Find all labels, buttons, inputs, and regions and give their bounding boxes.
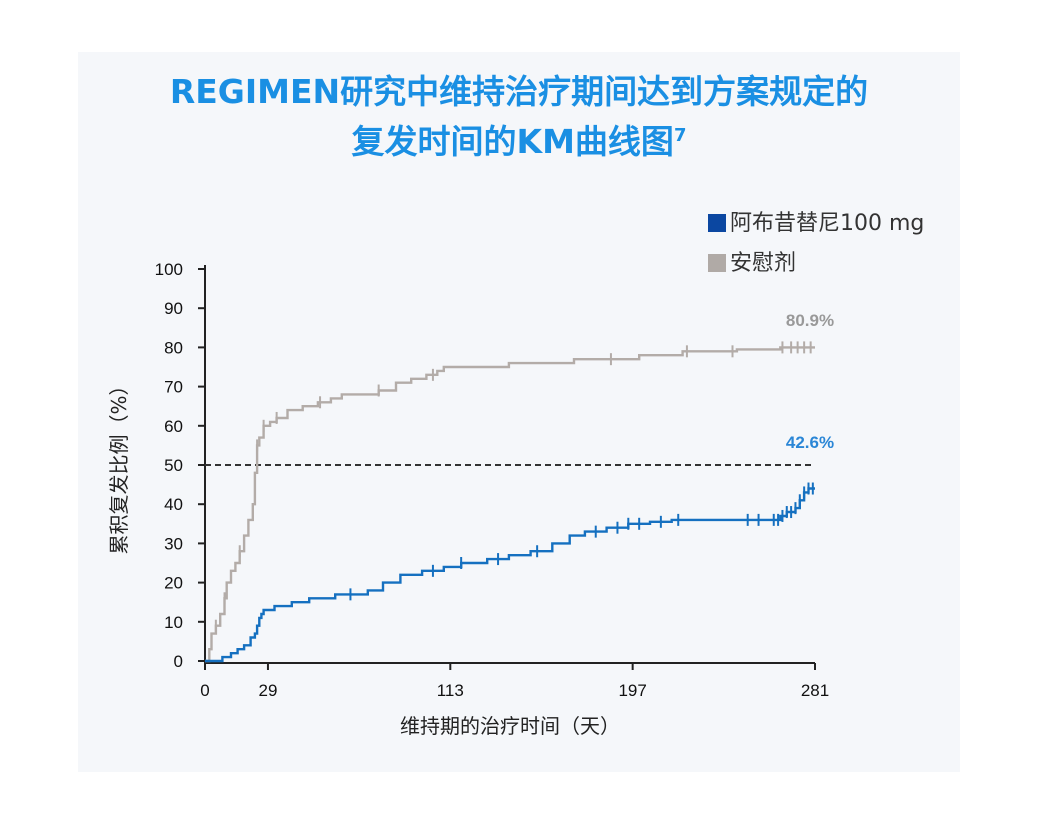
y-tick-label: 30 — [164, 534, 183, 553]
placebo-end-label: 80.9% — [786, 311, 834, 330]
x-tick-label: 29 — [258, 681, 277, 700]
chart-panel — [78, 52, 960, 772]
chart-title-text: 复发时间的KM曲线图 — [351, 122, 674, 161]
legend-item-active: 阿布昔替尼100 mg — [708, 205, 924, 237]
x-tick-label: 281 — [801, 681, 829, 700]
y-axis-label: 累积复发比例（%） — [107, 375, 131, 554]
y-tick-label: 0 — [174, 652, 183, 671]
footnote-ref: 7 — [673, 125, 687, 146]
chart-title-line-1: REGIMEN研究中维持治疗期间达到方案规定的 — [169, 72, 869, 111]
x-tick-label: 113 — [437, 681, 464, 700]
y-tick-label: 60 — [164, 417, 183, 436]
x-axis-label: 维持期的治疗时间（天） — [400, 714, 620, 738]
active-series-curve — [205, 487, 815, 663]
legend-swatch-active — [708, 214, 726, 232]
y-tick-label: 40 — [164, 495, 183, 514]
placebo-series-curve — [205, 346, 815, 663]
x-tick-label: 197 — [618, 681, 646, 700]
legend-item-placebo: 安慰剂 — [708, 245, 796, 277]
chart-title-line-2: 复发时间的KM曲线图7 — [78, 114, 960, 164]
y-tick-label: 20 — [164, 574, 183, 593]
legend-swatch-placebo — [708, 254, 726, 272]
legend-label-placebo: 安慰剂 — [730, 251, 797, 276]
y-tick-label: 80 — [164, 338, 183, 357]
y-tick-label: 90 — [164, 299, 183, 318]
y-tick-label: 70 — [164, 378, 183, 397]
y-tick-label: 100 — [155, 260, 183, 279]
active-end-label: 42.6% — [786, 433, 834, 452]
legend-label-active: 阿布昔替尼100 mg — [730, 211, 925, 236]
y-tick-label: 50 — [164, 456, 183, 475]
x-tick-label: 0 — [200, 681, 209, 700]
y-tick-label: 10 — [164, 613, 183, 632]
